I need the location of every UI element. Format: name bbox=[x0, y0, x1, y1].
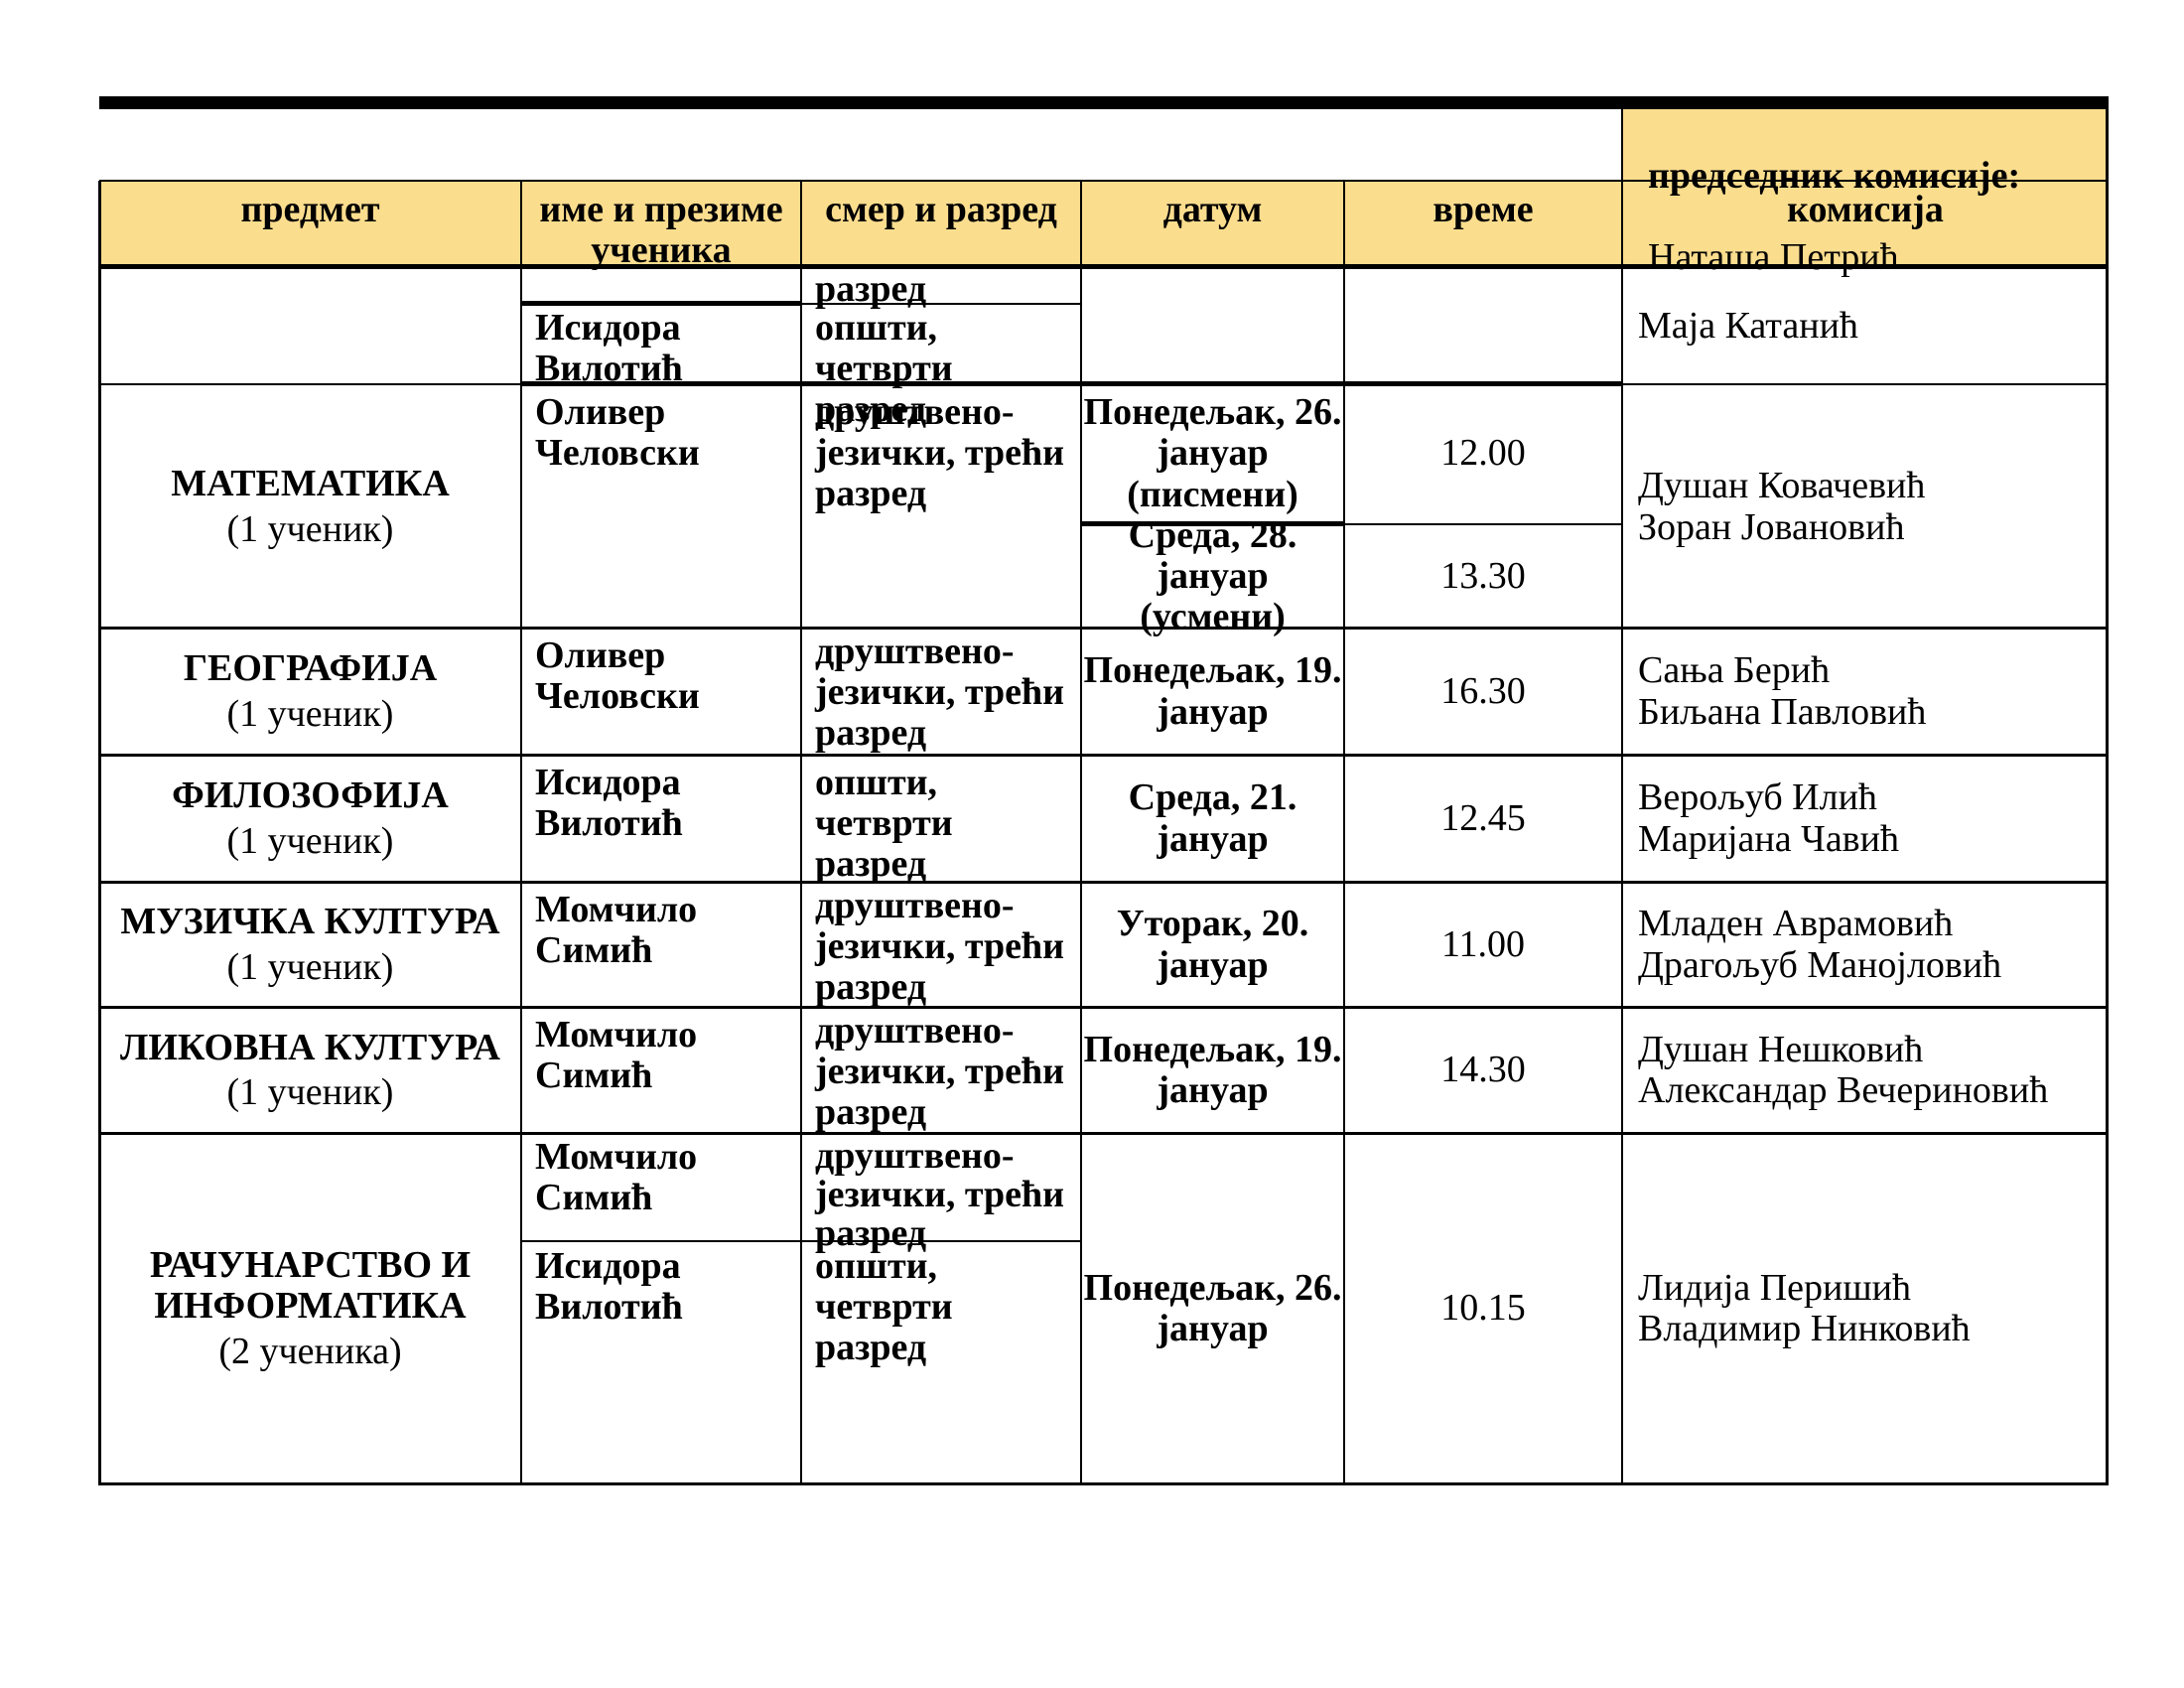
row-racunarstvo-commission: Лидија Перишић Владимир Нинковић bbox=[1638, 1266, 1971, 1349]
gridline bbox=[99, 180, 2109, 182]
row-filozofija-student: Исидора Вилотић bbox=[535, 762, 683, 845]
gridline-thick bbox=[521, 301, 801, 306]
row-filozofija-track: општи, четврти разред bbox=[815, 762, 953, 886]
row-likovna-track: друштвено- језички, трећи разред bbox=[815, 1010, 1065, 1134]
row-matematika-subject-cell: МАТЕМАТИКА (1 ученик) bbox=[99, 386, 521, 628]
header-subject: предмет bbox=[240, 189, 380, 230]
president-cell-bg bbox=[1622, 109, 2109, 182]
header-row-bg bbox=[99, 182, 2109, 265]
row-matematika-time-oral: 13.30 bbox=[1440, 554, 1526, 597]
gridline bbox=[2106, 109, 2109, 1484]
gridline bbox=[98, 181, 101, 1485]
subject-name: ФИЛОЗОФИЈА bbox=[172, 774, 449, 817]
row-muzicka-commission: Младен Аврамовић Драгољуб Манојловић bbox=[1638, 903, 2002, 986]
gridline bbox=[1622, 383, 2109, 385]
table-top-bar bbox=[99, 96, 2109, 109]
commission-president-label: председник комисије: bbox=[1648, 155, 2021, 198]
gridline bbox=[99, 1482, 2109, 1485]
subject-count: (1 ученик) bbox=[226, 692, 394, 735]
subject-count: (1 ученик) bbox=[226, 945, 394, 988]
row-geografija-commission: Сања Берић Биљана Павловић bbox=[1638, 649, 1927, 733]
row-matematika-date-written: Понедељак, 26. јануар (писмени) bbox=[1083, 391, 1342, 515]
carryover-student: Исидора Вилотић bbox=[535, 307, 683, 390]
subject-count: (1 ученик) bbox=[226, 1071, 394, 1113]
row-racunarstvo-student-1: Момчило Симић bbox=[535, 1136, 698, 1219]
gridline bbox=[1343, 181, 1345, 1484]
carryover-track: општи, четврти разред bbox=[815, 307, 953, 431]
row-filozofija-time: 12.45 bbox=[1440, 796, 1526, 839]
row-racunarstvo-track-1: друштвено- језички, трећи разред bbox=[815, 1135, 1065, 1254]
gridline bbox=[99, 627, 2109, 630]
gridline bbox=[1080, 181, 1082, 1484]
row-racunarstvo-subject-cell: РАЧУНАРСТВО И ИНФОРМАТИКА (2 ученика) bbox=[99, 1135, 521, 1482]
row-geografija-subject-cell: ГЕОГРАФИЈА (1 ученик) bbox=[99, 630, 521, 754]
subject-count: (1 ученик) bbox=[226, 507, 394, 550]
subject-name: МУЗИЧКА КУЛТУРА bbox=[120, 901, 500, 943]
subject-count: (2 ученика) bbox=[218, 1330, 402, 1372]
row-racunarstvo-track-2: општи, четврти разред bbox=[815, 1245, 953, 1369]
carryover-track-fragment: разред bbox=[815, 268, 927, 310]
row-racunarstvo-date: Понедељак, 26. јануар bbox=[1083, 1266, 1342, 1349]
row-muzicka-student: Момчило Симић bbox=[535, 889, 698, 972]
row-matematika-student: Оливер Человски bbox=[535, 391, 700, 475]
row-filozofija-subject-cell: ФИЛОЗОФИЈА (1 ученик) bbox=[99, 757, 521, 881]
subject-count: (1 ученик) bbox=[226, 819, 394, 862]
row-geografija-student: Оливер Человски bbox=[535, 634, 700, 718]
gridline bbox=[99, 754, 2109, 757]
row-matematika-date-oral: Среда, 28. јануар (усмени) bbox=[1128, 513, 1297, 638]
gridline bbox=[99, 1006, 2109, 1009]
row-likovna-date: Понедељак, 19. јануар bbox=[1083, 1028, 1342, 1111]
row-muzicka-subject-cell: МУЗИЧКА КУЛТУРА (1 ученик) bbox=[99, 884, 521, 1006]
row-filozofija-commission: Верољуб Илић Маријана Чавић bbox=[1638, 776, 1899, 860]
row-geografija-time: 16.30 bbox=[1440, 669, 1526, 712]
header-track: смер и разред bbox=[825, 189, 1057, 230]
row-muzicka-track: друштвено- језички, трећи разред bbox=[815, 885, 1065, 1009]
subject-name: РАЧУНАРСТВО И ИНФОРМАТИКА bbox=[149, 1244, 472, 1328]
row-racunarstvo-student-2: Исидора Вилотић bbox=[535, 1245, 683, 1329]
gridline bbox=[800, 181, 802, 1484]
row-matematika-track: друштвено- језички, трећи разред bbox=[815, 391, 1065, 515]
row-likovna-subject-cell: ЛИКОВНА КУЛТУРА (1 ученик) bbox=[99, 1009, 521, 1132]
commission-president-name: Наташа Петрић bbox=[1648, 236, 1899, 279]
gridline bbox=[99, 1132, 2109, 1135]
row-geografija-date: Понедељак, 19. јануар bbox=[1083, 649, 1342, 733]
gridline-thick bbox=[1081, 521, 1344, 526]
header-time: време bbox=[1433, 189, 1534, 230]
commission-president-cell: председник комисије: Наташа Петрић bbox=[1634, 113, 2101, 277]
row-matematika-time-written: 12.00 bbox=[1440, 432, 1526, 475]
subject-name: ЛИКОВНА КУЛТУРА bbox=[120, 1026, 500, 1068]
header-date: датум bbox=[1162, 189, 1263, 230]
gridline-thick bbox=[521, 381, 1622, 386]
row-likovna-commission: Душан Нешковић Александар Вечериновић bbox=[1638, 1028, 2049, 1111]
row-likovna-student: Момчило Симић bbox=[535, 1014, 698, 1097]
header-student: име и презиме ученика bbox=[539, 189, 783, 272]
gridline bbox=[520, 181, 522, 1484]
row-muzicka-date: Уторак, 20. јануар bbox=[1116, 903, 1309, 986]
row-matematika-commission: Душан Ковачевић Зоран Јовановић bbox=[1638, 465, 1926, 548]
row-filozofija-date: Среда, 21. јануар bbox=[1128, 776, 1297, 860]
subject-name: ГЕОГРАФИЈА bbox=[183, 647, 438, 690]
subject-name: МАТЕМАТИКА bbox=[171, 463, 450, 505]
gridline bbox=[99, 881, 2109, 884]
gridline bbox=[801, 303, 1081, 305]
gridline bbox=[1621, 109, 1623, 1484]
row-likovna-time: 14.30 bbox=[1440, 1049, 1526, 1091]
header-commission: комисија bbox=[1787, 189, 1944, 230]
row-muzicka-time: 11.00 bbox=[1440, 922, 1526, 965]
carryover-commission: Маја Катанић bbox=[1638, 304, 1858, 347]
gridline-thick bbox=[99, 264, 2109, 269]
row-racunarstvo-time: 10.15 bbox=[1440, 1287, 1526, 1330]
row-geografija-track: друштвено- језички, трећи разред bbox=[815, 631, 1065, 755]
gridline bbox=[99, 383, 521, 385]
gridline bbox=[1344, 523, 1622, 525]
